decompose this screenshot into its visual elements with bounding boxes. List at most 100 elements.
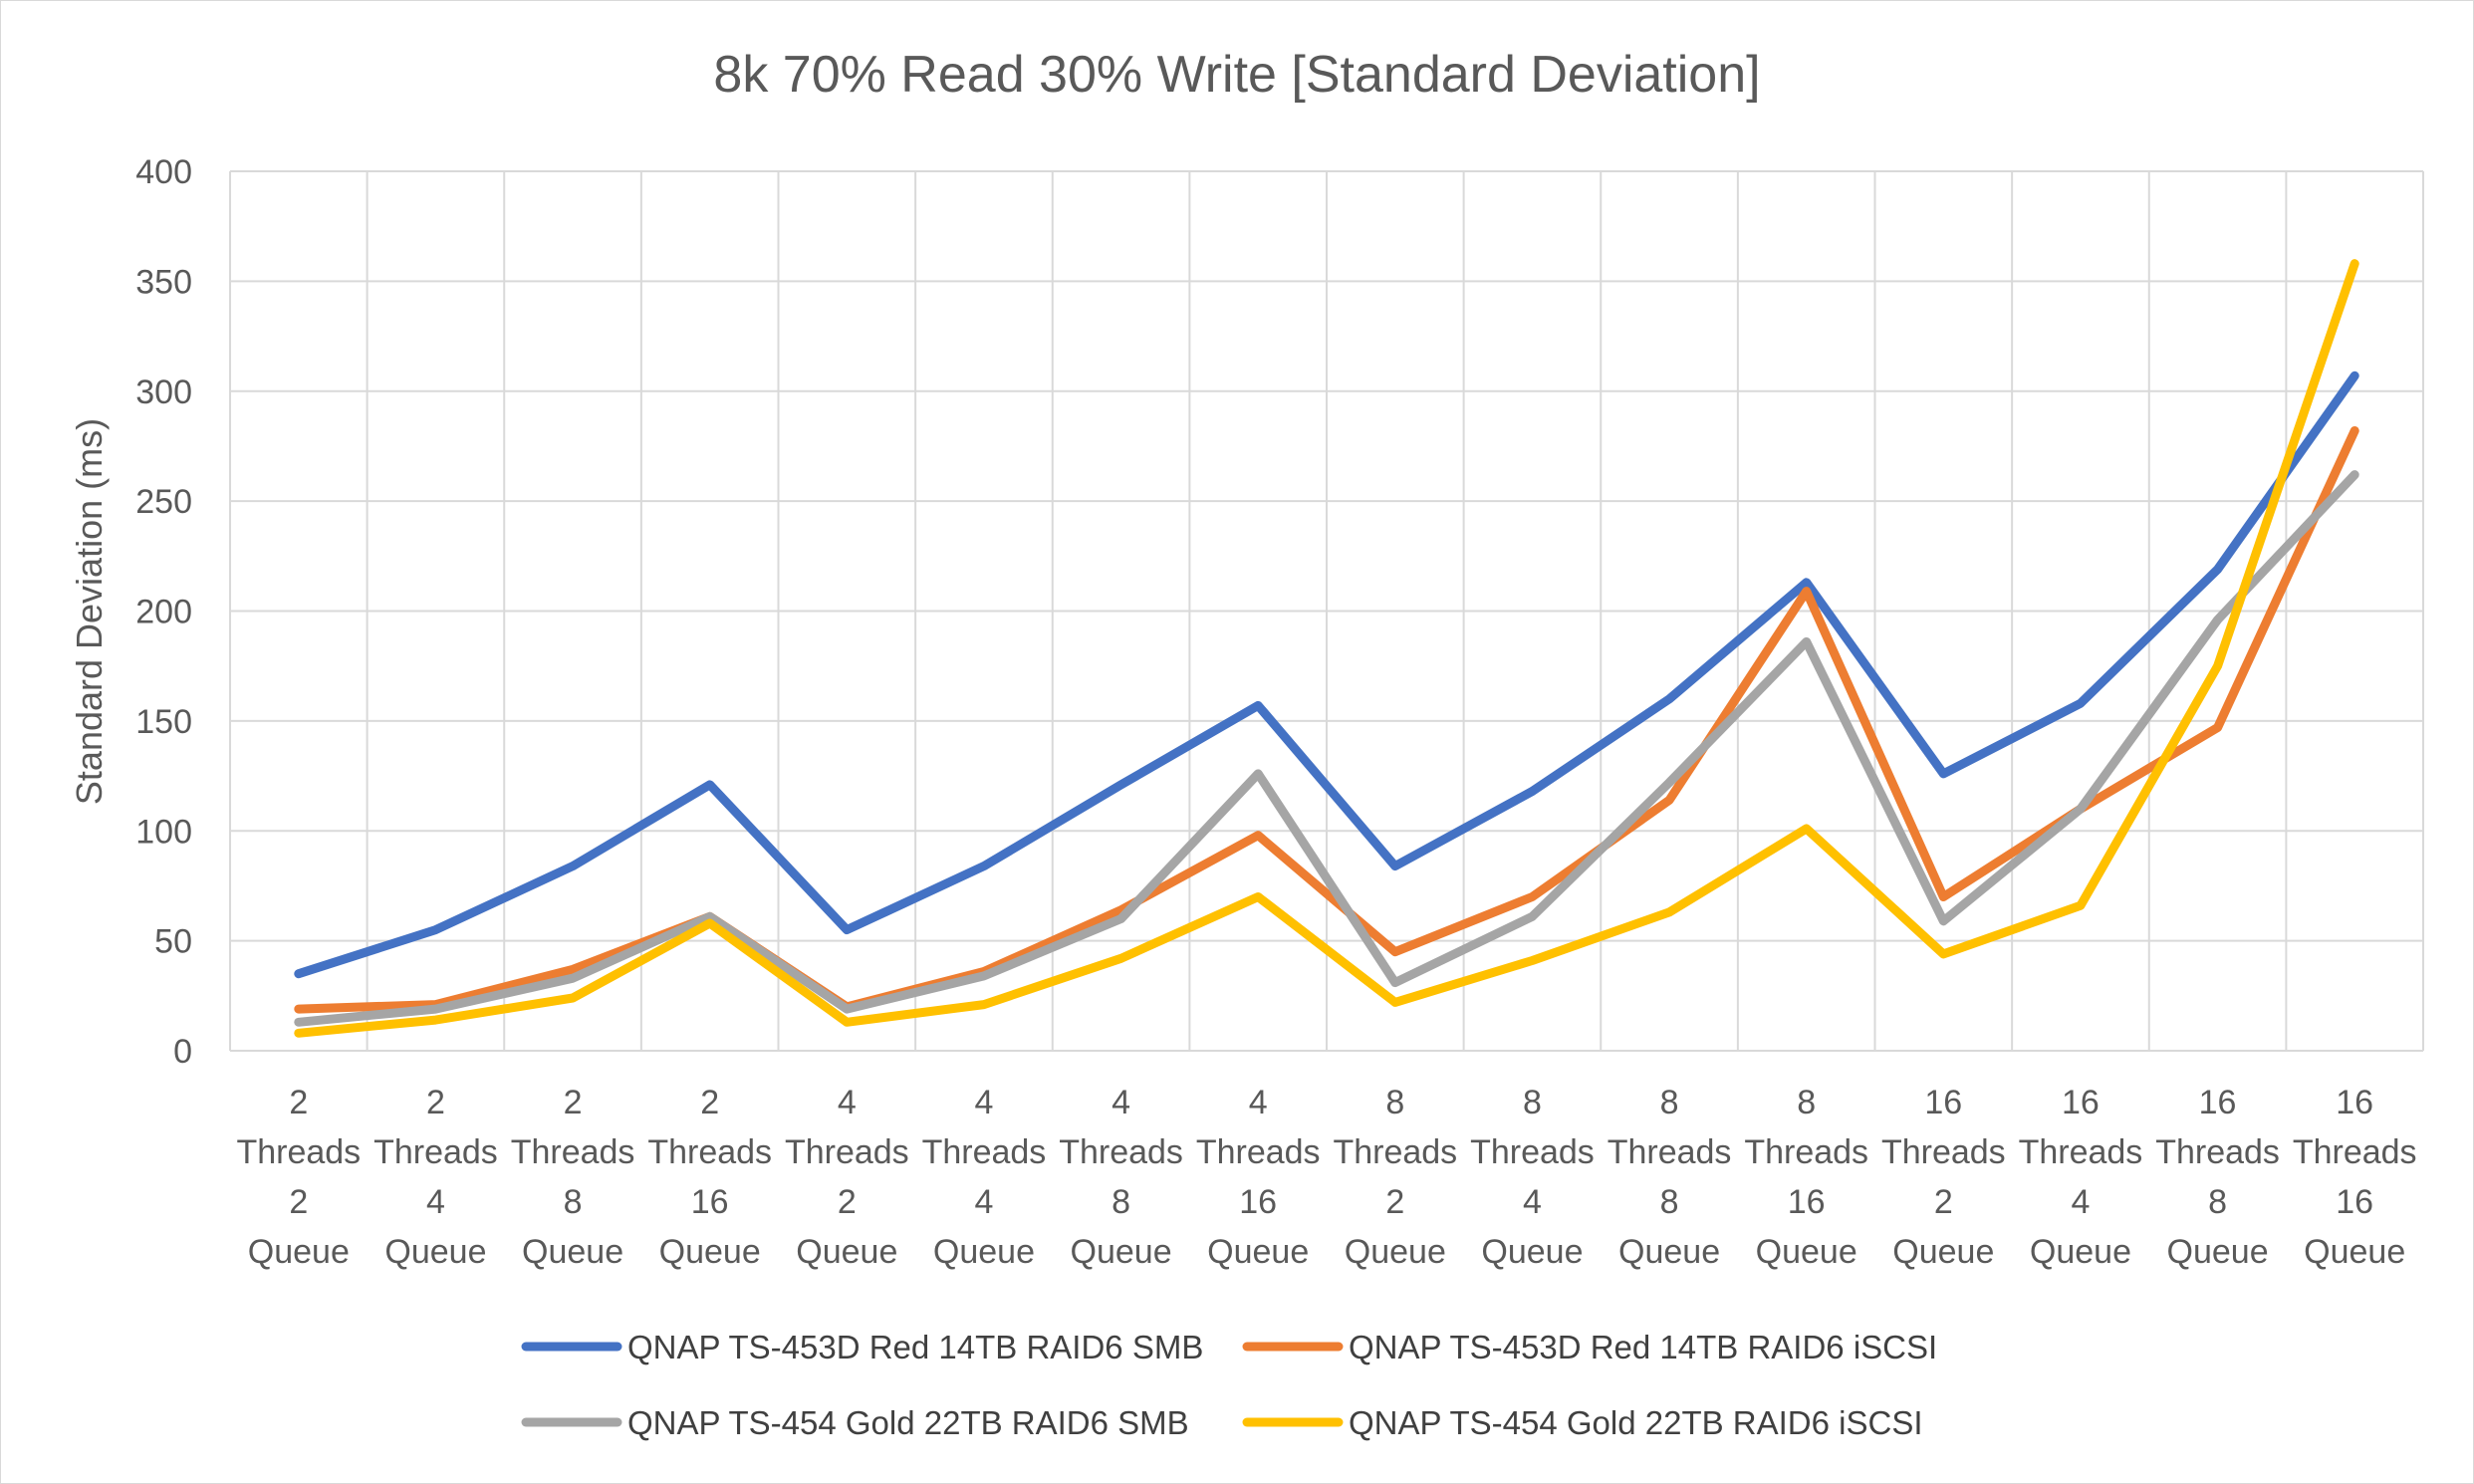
x-axis-ticks: 2 Threads 2 Queue 2 Threads 4 Queue 2 Threads 8 Que…	[236, 1084, 2416, 1271]
x-tick-label-line: Queue	[522, 1233, 623, 1271]
x-tick-label: 4 Threads 4 Queue	[922, 1084, 1047, 1271]
x-tick-label: 4 Threads 16 Queue	[1196, 1084, 1321, 1271]
x-tick-label-line: 16	[2336, 1084, 2373, 1121]
x-tick-label: 8 Threads 4 Queue	[1470, 1084, 1595, 1271]
x-tick-label-line: 2	[289, 1084, 308, 1121]
x-tick-label: 16 Threads 4 Queue	[2019, 1084, 2143, 1271]
x-tick-label-line: Threads	[922, 1133, 1047, 1171]
x-tick-label-line: Threads	[1059, 1133, 1183, 1171]
x-tick-label-line: 2	[564, 1084, 583, 1121]
x-tick-label-line: 4	[974, 1084, 993, 1121]
x-tick-label-line: Queue	[1345, 1233, 1446, 1271]
x-tick-label: 4 Threads 2 Queue	[785, 1084, 909, 1271]
x-tick-label-line: 2	[1385, 1183, 1404, 1221]
y-tick-label: 0	[173, 1033, 192, 1071]
x-tick-label-line: 16	[1788, 1183, 1826, 1221]
x-tick-label-line: Threads	[785, 1133, 909, 1171]
x-tick-label-line: Queue	[384, 1233, 486, 1271]
legend-label: QNAP TS-453D Red 14TB RAID6 SMB	[627, 1329, 1203, 1365]
x-tick-label: 2 Threads 16 Queue	[647, 1084, 772, 1271]
x-tick-label: 8 Threads 8 Queue	[1608, 1084, 1732, 1271]
y-tick-label: 300	[135, 373, 192, 411]
legend-entry[interactable]: QNAP TS-453D Red 14TB RAID6 iSCSI	[1242, 1329, 1937, 1365]
x-tick-label: 2 Threads 2 Queue	[236, 1084, 361, 1271]
x-tick-label-line: 4	[2071, 1183, 2090, 1221]
legend-entry[interactable]: QNAP TS-454 Gold 22TB RAID6 iSCSI	[1242, 1404, 1923, 1441]
x-tick-label-line: 2	[426, 1084, 445, 1121]
x-tick-label-line: Threads	[511, 1133, 635, 1171]
x-tick-label-line: 8	[2208, 1183, 2227, 1221]
x-tick-label-line: 2	[1934, 1183, 1953, 1221]
x-tick-label-line: Queue	[1207, 1233, 1309, 1271]
x-tick-label: 8 Threads 16 Queue	[1744, 1084, 1868, 1271]
x-tick-label-line: 4	[974, 1183, 993, 1221]
x-tick-label-line: 16	[2199, 1084, 2237, 1121]
x-tick-label: 16 Threads 8 Queue	[2155, 1084, 2280, 1271]
legend-label: QNAP TS-454 Gold 22TB RAID6 iSCSI	[1349, 1404, 1923, 1441]
x-tick-label-line: Threads	[2293, 1133, 2417, 1171]
x-tick-label-line: Queue	[248, 1233, 350, 1271]
x-tick-label: 2 Threads 4 Queue	[373, 1084, 498, 1271]
x-tick-label-line: Threads	[2019, 1133, 2143, 1171]
x-tick-label-line: 8	[564, 1183, 583, 1221]
x-tick-label-line: Queue	[1618, 1233, 1720, 1271]
legend-entry[interactable]: QNAP TS-454 Gold 22TB RAID6 SMB	[521, 1404, 1189, 1441]
x-tick-label-line: Queue	[796, 1233, 897, 1271]
x-tick-label-line: 16	[2336, 1183, 2373, 1221]
x-tick-label-line: 2	[289, 1183, 308, 1221]
legend[interactable]: QNAP TS-453D Red 14TB RAID6 SMB QNAP TS-4…	[521, 1329, 1937, 1441]
x-tick-label-line: 8	[1797, 1084, 1816, 1121]
legend-label: QNAP TS-453D Red 14TB RAID6 iSCSI	[1349, 1329, 1937, 1365]
y-tick-label: 350	[135, 263, 192, 301]
y-tick-label: 100	[135, 813, 192, 851]
x-tick-label-line: 16	[691, 1183, 729, 1221]
x-tick-label-line: Threads	[1744, 1133, 1868, 1171]
x-tick-label-line: Queue	[2304, 1233, 2405, 1271]
x-tick-label-line: 16	[1924, 1084, 1962, 1121]
x-tick-label-line: 8	[1385, 1084, 1404, 1121]
x-tick-label-line: Queue	[1756, 1233, 1857, 1271]
y-tick-label: 200	[135, 594, 192, 631]
series-line-4	[294, 259, 2359, 1038]
x-tick-label-line: Queue	[1892, 1233, 1994, 1271]
x-tick-label-line: 8	[1112, 1183, 1130, 1221]
x-tick-label-line: Threads	[1881, 1133, 2006, 1171]
series-line-3	[294, 470, 2359, 1027]
y-axis-label: Standard Deviation (ms)	[69, 418, 110, 805]
x-tick-label-line: 2	[700, 1084, 719, 1121]
chart-title: 8k 70% Read 30% Write [Standard Deviatio…	[713, 46, 1760, 104]
x-tick-label-line: Queue	[659, 1233, 761, 1271]
x-tick-label-line: 16	[2062, 1084, 2100, 1121]
y-tick-label: 250	[135, 483, 192, 521]
x-tick-label-line: Queue	[2167, 1233, 2269, 1271]
x-tick-label-line: Threads	[2155, 1133, 2280, 1171]
y-axis-ticks: 0 50 100 150 200 250 300 350 400	[135, 153, 192, 1071]
x-tick-label: 16 Threads 16 Queue	[2293, 1084, 2417, 1271]
series-line-1	[294, 371, 2359, 979]
x-tick-label-line: Threads	[236, 1133, 361, 1171]
x-tick-label: 4 Threads 8 Queue	[1059, 1084, 1183, 1271]
x-tick-label-line: 4	[1523, 1183, 1542, 1221]
gridlines	[229, 170, 2424, 1052]
x-tick-label-line: 4	[1112, 1084, 1130, 1121]
x-tick-label-line: 2	[838, 1183, 857, 1221]
series-lines	[294, 259, 2359, 1038]
x-tick-label-line: 8	[1523, 1084, 1542, 1121]
x-tick-label-line: Threads	[1333, 1133, 1457, 1171]
x-tick-label: 16 Threads 2 Queue	[1881, 1084, 2006, 1271]
x-tick-label-line: 4	[838, 1084, 857, 1121]
x-tick-label-line: Threads	[647, 1133, 772, 1171]
x-tick-label-line: 8	[1660, 1084, 1679, 1121]
x-tick-label-line: 16	[1239, 1183, 1277, 1221]
x-tick-label: 8 Threads 2 Queue	[1333, 1084, 1457, 1271]
y-tick-label: 400	[135, 153, 192, 191]
x-tick-label-line: Queue	[1071, 1233, 1172, 1271]
x-tick-label-line: Queue	[1481, 1233, 1583, 1271]
x-tick-label-line: Threads	[373, 1133, 498, 1171]
x-tick-label-line: Queue	[933, 1233, 1035, 1271]
x-tick-label-line: Threads	[1608, 1133, 1732, 1171]
legend-entry[interactable]: QNAP TS-453D Red 14TB RAID6 SMB	[521, 1329, 1203, 1365]
x-tick-label-line: 4	[426, 1183, 445, 1221]
